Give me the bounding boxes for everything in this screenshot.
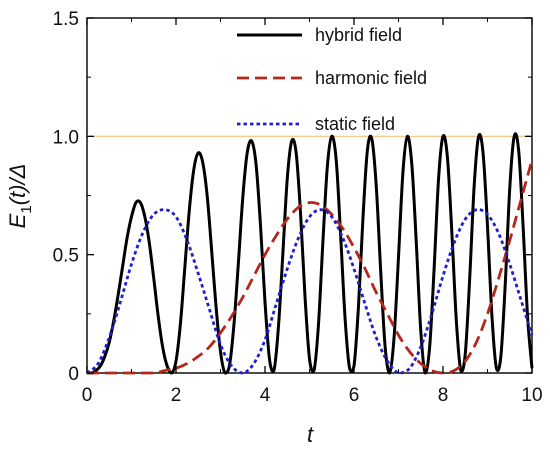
plot-frame bbox=[86, 17, 533, 374]
y-tick-label: 1.0 bbox=[53, 127, 79, 148]
y-tick-label: 0.5 bbox=[53, 246, 79, 267]
y-axis-label-rest: (t)/Δ bbox=[5, 164, 30, 206]
x-tick-label: 2 bbox=[171, 385, 182, 406]
x-tick-label: 4 bbox=[260, 385, 271, 406]
y-tick-label: 0 bbox=[68, 364, 79, 385]
x-tick-label: 10 bbox=[521, 385, 542, 406]
y-tick-label: 1.5 bbox=[53, 9, 79, 30]
x-tick-label: 0 bbox=[82, 385, 93, 406]
series-line-hybrid-field bbox=[87, 132, 534, 375]
series-line-static-field bbox=[86, 208, 534, 375]
y-axis: 0 0.5 1.0 1.5 bbox=[53, 9, 532, 385]
x-axis: 0 2 4 6 8 10 bbox=[82, 18, 543, 406]
legend: hybrid field harmonic field static field bbox=[237, 25, 427, 134]
y-axis-label: E1(t)/Δ bbox=[5, 164, 35, 229]
legend-label: static field bbox=[315, 114, 395, 134]
y-axis-label-main: E bbox=[5, 213, 30, 228]
series-layer bbox=[86, 132, 534, 375]
plot-area bbox=[86, 17, 534, 375]
legend-label: harmonic field bbox=[315, 68, 427, 88]
y-axis-label-subscript: 1 bbox=[18, 205, 35, 213]
legend-label: hybrid field bbox=[315, 25, 402, 45]
x-axis-label: t bbox=[307, 422, 314, 447]
x-tick-label: 6 bbox=[349, 385, 360, 406]
series-line-harmonic-field bbox=[87, 159, 534, 375]
x-tick-label: 8 bbox=[438, 385, 449, 406]
